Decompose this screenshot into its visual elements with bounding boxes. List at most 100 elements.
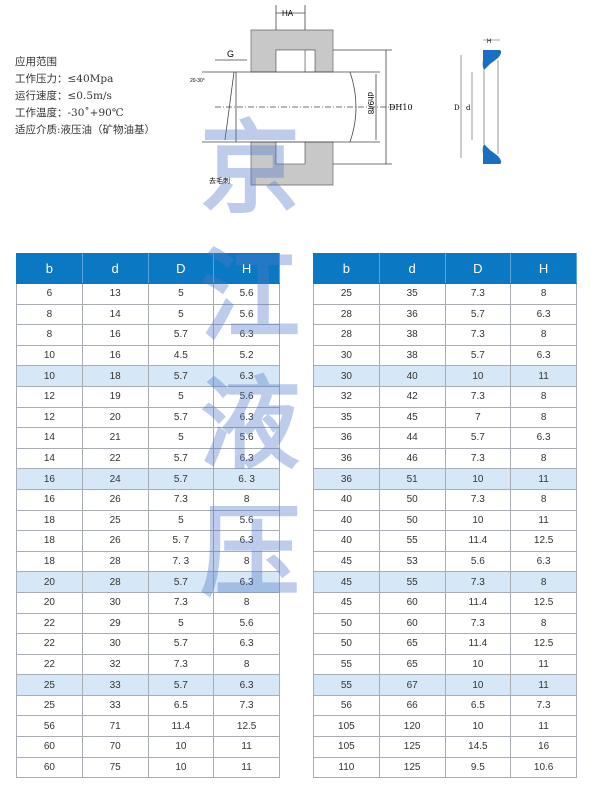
table-row: 28 36 5.7 6.3 [313,303,577,326]
table-cell-D: 5.7 [444,303,512,326]
table-row: 14 22 5.7 6.3 [16,447,280,470]
table-row: 40 50 10 11 [313,509,577,532]
table-row: 105 125 14.5 16 [313,736,577,758]
table-header: b d D H [313,253,577,284]
col-b: b [16,253,83,284]
table-cell-b: 18 [16,530,83,552]
table-cell-D: 7.3 [147,653,215,676]
size-table-right: b d D H 25 35 7.3 8 28 36 5.7 6.3 28 38 7.3 8 30 38 5.… [313,253,577,779]
table-cell-H: 8 [510,447,577,470]
table-cell-b: 25 [16,694,83,717]
table-cell-b: 16 [16,468,83,490]
label-shaft: dh9/f8 [366,92,375,115]
table-row: 22 32 7.3 8 [16,653,280,676]
table-cell-b: 105 [313,715,380,738]
label-g: G [227,49,234,59]
table-cell-D: 7.3 [444,283,512,305]
table-cell-H: 6.3 [213,571,280,593]
table-cell-d: 60 [378,591,446,614]
table-row: 110 125 9.5 10.6 [313,756,577,779]
table-cell-d: 26 [81,530,149,552]
table-cell-d: 28 [81,571,149,593]
table-row: 25 35 7.3 8 [313,283,577,305]
table-cell-d: 13 [81,283,149,305]
table-row: 45 53 5.6 6.3 [313,550,577,573]
table-cell-d: 50 [378,509,446,532]
table-cell-H: 5.6 [213,612,280,635]
table-row: 105 120 10 11 [313,715,577,738]
table-cell-D: 5 [147,612,215,635]
table-cell-D: 10 [444,653,512,676]
table-cell-b: 36 [313,447,380,470]
table-cell-H: 7.3 [213,694,280,717]
label-ha: HA [282,9,294,18]
table-cell-D: 7.3 [444,447,512,470]
table-cell-b: 50 [313,612,380,635]
table-cell-d: 50 [378,488,446,511]
table-cell-H: 8 [510,283,577,305]
table-cell-H: 11 [213,736,280,758]
table-row: 55 65 10 11 [313,653,577,676]
table-cell-D: 7.3 [147,488,215,511]
seal-bottom [482,144,502,164]
table-cell-H: 8 [213,488,280,511]
table-row: 22 30 5.7 6.3 [16,633,280,655]
table-cell-d: 24 [81,468,149,490]
table-cell-b: 36 [313,427,380,449]
table-cell-d: 75 [81,756,149,779]
table-cell-b: 32 [313,385,380,408]
table-cell-d: 125 [378,756,446,779]
table-cell-D: 10 [444,468,512,490]
table-cell-b: 56 [313,694,380,717]
table-cell-H: 6.3 [510,427,577,449]
table-row: 32 42 7.3 8 [313,385,577,408]
table-cell-b: 8 [16,324,83,346]
table-cell-b: 8 [16,303,83,326]
table-cell-d: 42 [378,385,446,408]
table-cell-H: 5.6 [213,303,280,326]
table-cell-d: 33 [81,674,149,696]
table-cell-H: 6.3 [213,633,280,655]
table-cell-b: 45 [313,591,380,614]
label-D: D [454,104,460,112]
label-h: H [487,39,491,45]
table-cell-d: 55 [378,530,446,552]
table-row: 22 29 5 5.6 [16,612,280,635]
table-cell-b: 56 [16,715,83,738]
table-cell-D: 9.5 [444,756,512,779]
size-table-left: b d D H 6 13 5 5.6 8 14 5 5.6 8 16 5.7 6.3 10 16 4.5 5.… [16,253,280,779]
table-row: 60 70 10 11 [16,736,280,758]
table-cell-H: 5.6 [213,427,280,449]
table-row: 50 60 7.3 8 [313,612,577,635]
table-cell-d: 21 [81,427,149,449]
table-cell-D: 5.7 [147,571,215,593]
table-row: 36 51 10 11 [313,468,577,490]
table-cell-D: 5.7 [147,406,215,429]
table-cell-d: 125 [378,736,446,758]
table-cell-H: 8 [510,324,577,346]
table-cell-d: 28 [81,550,149,573]
table-row: 25 33 5.7 6.3 [16,674,280,696]
table-cell-d: 65 [378,653,446,676]
table-cell-b: 25 [16,674,83,696]
table-cell-d: 60 [378,612,446,635]
table-row: 20 28 5.7 6.3 [16,571,280,593]
table-cell-d: 30 [81,591,149,614]
col-d: d [378,253,446,284]
table-row: 14 21 5 5.6 [16,427,280,449]
table-cell-H: 12.5 [510,591,577,614]
table-cell-D: 7.3 [444,488,512,511]
table-cell-H: 11 [510,365,577,387]
table-cell-b: 6 [16,283,83,305]
table-cell-d: 14 [81,303,149,326]
table-cell-D: 5. 7 [147,530,215,552]
table-row: 28 38 7.3 8 [313,324,577,346]
table-cell-H: 12.5 [510,530,577,552]
table-cell-D: 10 [147,756,215,779]
table-row: 10 18 5.7 6.3 [16,365,280,387]
table-cell-H: 6.3 [510,550,577,573]
table-cell-D: 7.3 [147,591,215,614]
table-cell-d: 65 [378,633,446,655]
table-cell-H: 8 [213,591,280,614]
